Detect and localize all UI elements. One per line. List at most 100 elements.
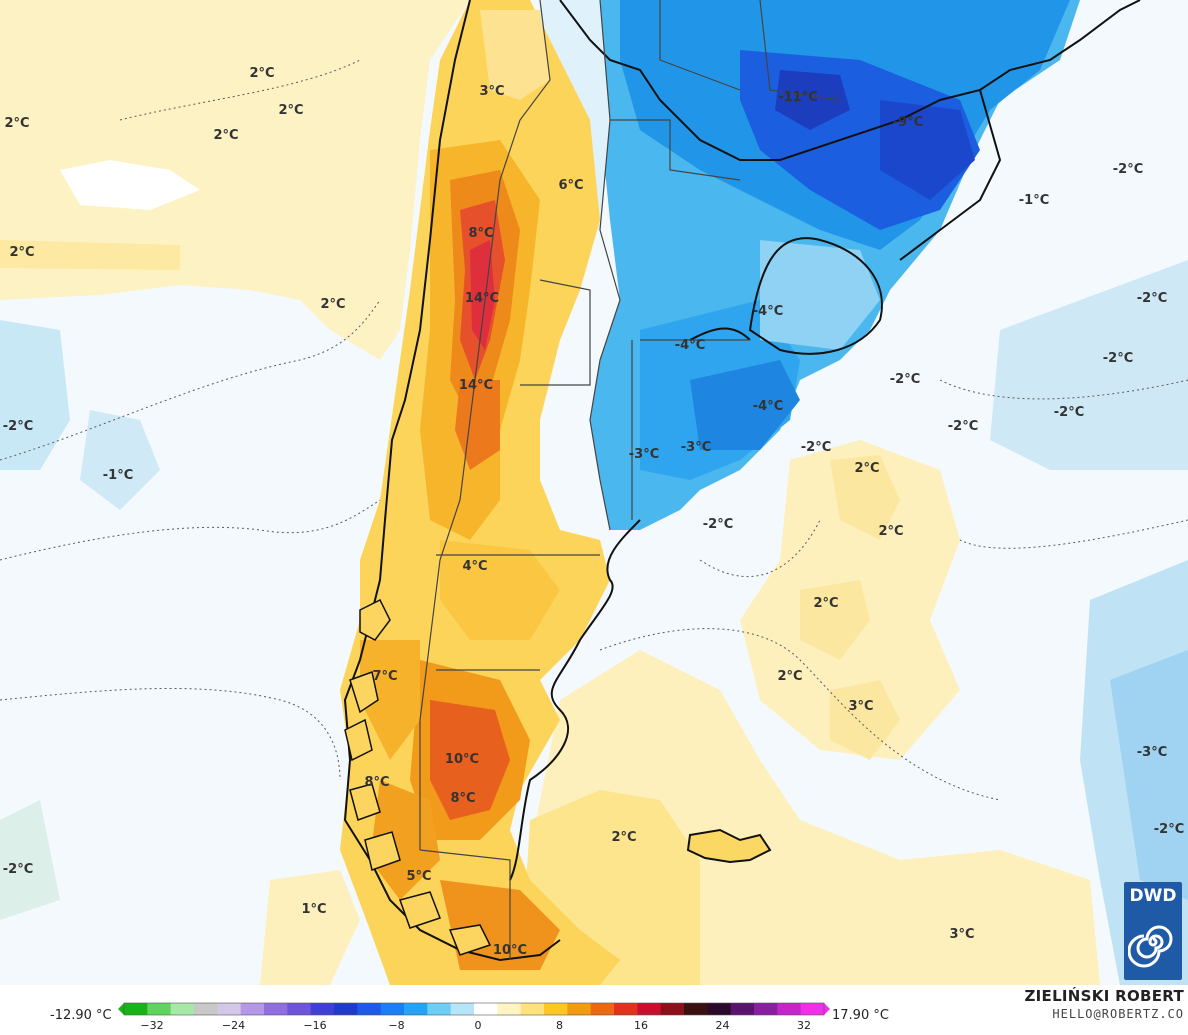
legend-tick-label: −8 bbox=[388, 1019, 405, 1032]
legend-arrow-right bbox=[824, 1003, 830, 1015]
legend-swatch bbox=[194, 1003, 218, 1015]
temperature-label: 2°C bbox=[278, 103, 304, 118]
temperature-label: -1°C bbox=[1018, 193, 1050, 208]
map-canvas bbox=[0, 0, 1188, 985]
temperature-label: 6°C bbox=[558, 178, 584, 193]
legend-swatch bbox=[170, 1003, 195, 1015]
temperature-label: 2°C bbox=[213, 128, 239, 143]
legend-swatch bbox=[520, 1003, 545, 1015]
legend-min-label: -12.90 °C bbox=[50, 1008, 112, 1023]
legend-swatch bbox=[497, 1003, 522, 1015]
credit-email: HELLO@ROBERTZ.CO bbox=[1052, 1007, 1184, 1021]
legend-tick-label: 8 bbox=[556, 1019, 563, 1032]
temperature-label: -9°C bbox=[892, 115, 924, 130]
temperature-label: -4°C bbox=[752, 399, 784, 414]
temperature-label: -2°C bbox=[1102, 351, 1134, 366]
temperature-label: -2°C bbox=[2, 862, 34, 877]
temperature-label: 2°C bbox=[777, 669, 803, 684]
temperature-label: 7°C bbox=[372, 669, 398, 684]
credit-name: ZIELIŃSKI ROBERT bbox=[1024, 987, 1184, 1005]
temperature-label: 2°C bbox=[813, 596, 839, 611]
legend-swatch bbox=[567, 1003, 592, 1015]
legend-tick-label: 0 bbox=[474, 1019, 482, 1032]
legend-tick-label: 24 bbox=[715, 1019, 730, 1032]
legend-swatch bbox=[404, 1003, 428, 1015]
temperature-label: 5°C bbox=[406, 869, 432, 884]
legend-tick-label: −32 bbox=[140, 1019, 164, 1032]
legend-swatch bbox=[754, 1003, 778, 1015]
legend-swatch bbox=[380, 1003, 405, 1015]
legend-swatch bbox=[147, 1003, 172, 1015]
legend-swatch bbox=[287, 1003, 312, 1015]
spiral-icon bbox=[1128, 925, 1173, 968]
legend-swatch bbox=[474, 1003, 498, 1015]
temperature-label: 14°C bbox=[458, 378, 494, 393]
legend-swatch bbox=[800, 1003, 825, 1015]
temperature-label: 3°C bbox=[949, 927, 975, 942]
legend-tick-label: 32 bbox=[797, 1019, 811, 1032]
temperature-label: 2°C bbox=[854, 461, 880, 476]
legend-outline bbox=[123, 1002, 825, 1016]
legend-swatch bbox=[450, 1003, 475, 1015]
temperature-label: 2°C bbox=[9, 245, 35, 260]
ocean-cold-zones bbox=[0, 260, 1188, 985]
legend-swatch bbox=[240, 1003, 265, 1015]
temperature-label: -2°C bbox=[947, 419, 979, 434]
legend-swatch bbox=[777, 1003, 802, 1015]
legend-colorbar bbox=[118, 1002, 830, 1016]
temperature-label: -3°C bbox=[628, 447, 660, 462]
legend-swatch bbox=[357, 1003, 382, 1015]
dwd-logo-text: DWD bbox=[1129, 886, 1177, 906]
temperature-label: 2°C bbox=[320, 297, 346, 312]
temperature-label: -2°C bbox=[889, 372, 921, 387]
legend-tick-label: −16 bbox=[303, 1019, 327, 1032]
legend-swatch bbox=[124, 1003, 148, 1015]
temperature-label: -2°C bbox=[1153, 822, 1185, 837]
legend-swatch bbox=[590, 1003, 615, 1015]
temperature-label: -2°C bbox=[1136, 291, 1168, 306]
temperature-label: -2°C bbox=[702, 517, 734, 532]
legend-swatch bbox=[614, 1003, 638, 1015]
legend-arrow-left bbox=[118, 1003, 124, 1015]
legend-tick-label: −24 bbox=[221, 1019, 246, 1032]
legend-swatch bbox=[684, 1003, 708, 1015]
legend-swatch bbox=[427, 1003, 452, 1015]
temperature-label: -4°C bbox=[674, 338, 706, 353]
legend-swatch bbox=[217, 1003, 242, 1015]
temperature-label: 8°C bbox=[450, 791, 476, 806]
temperature-label: -2°C bbox=[800, 440, 832, 455]
legend-swatch bbox=[707, 1003, 732, 1015]
temperature-label: 2°C bbox=[878, 524, 904, 539]
legend-swatch bbox=[310, 1003, 335, 1015]
temperature-label: 10°C bbox=[444, 752, 480, 767]
coastlines bbox=[343, 0, 1141, 962]
temperature-label: 8°C bbox=[364, 775, 390, 790]
temperature-label: 2°C bbox=[4, 116, 30, 131]
legend-swatch bbox=[544, 1003, 568, 1015]
temperature-label: 14°C bbox=[464, 291, 500, 306]
isotherm-lines bbox=[0, 59, 1188, 801]
temperature-label: 8°C bbox=[468, 226, 494, 241]
color-legend: -12.90 °C 17.90 °C −32 −24 −16 −8 0 8 16 24 32 Z… bbox=[0, 985, 1188, 1035]
temperature-label: 1°C bbox=[301, 902, 327, 917]
legend-tick-label: 16 bbox=[634, 1019, 648, 1032]
political-borders bbox=[419, 0, 841, 960]
temperature-label: 4°C bbox=[462, 559, 488, 574]
legend-swatch bbox=[264, 1003, 288, 1015]
temperature-label: -2°C bbox=[2, 419, 34, 434]
temperature-label: -2°C bbox=[1112, 162, 1144, 177]
temperature-label: 2°C bbox=[249, 66, 275, 81]
legend-swatch bbox=[637, 1003, 662, 1015]
dwd-logo: DWD bbox=[1124, 882, 1182, 980]
temperature-label: 10°C bbox=[492, 943, 528, 958]
temperature-label: -1°C bbox=[102, 468, 134, 483]
temperature-label: 3°C bbox=[479, 84, 505, 99]
temperature-label: 2°C bbox=[611, 830, 637, 845]
falkland-islands bbox=[686, 828, 772, 864]
legend-max-label: 17.90 °C bbox=[832, 1008, 889, 1023]
temperature-label: -11°C bbox=[778, 90, 818, 105]
temperature-label: -2°C bbox=[1053, 405, 1085, 420]
temperature-label: 3°C bbox=[848, 699, 874, 714]
temperature-label: -4°C bbox=[752, 304, 784, 319]
temperature-label: -3°C bbox=[680, 440, 712, 455]
